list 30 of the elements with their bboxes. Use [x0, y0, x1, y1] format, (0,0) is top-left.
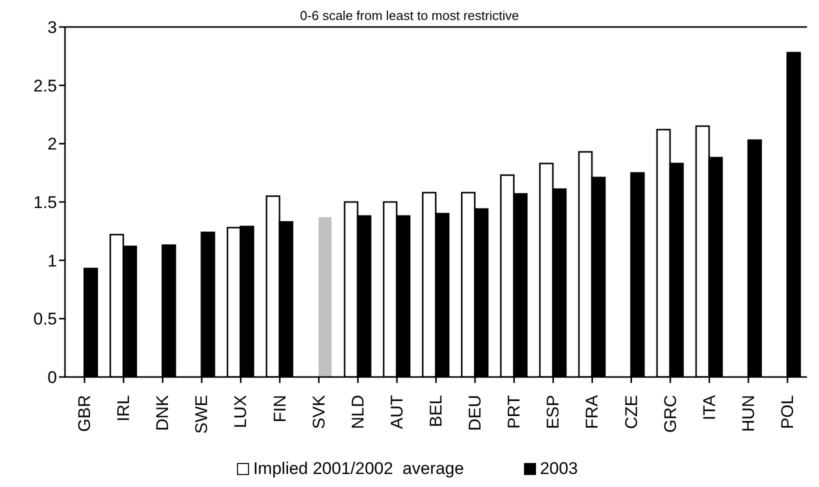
legend-label: 2003	[538, 459, 578, 479]
y-tick-label: 3	[48, 18, 57, 38]
y-tick-label: 1.5	[33, 193, 57, 212]
x-tick-label: SWE	[192, 395, 212, 434]
x-tick-label: HUN	[738, 395, 758, 432]
y-tick-label: 0	[48, 368, 57, 388]
y-tick-label: 0.5	[33, 310, 57, 329]
x-tick-label: BEL	[426, 395, 446, 428]
x-tick-label: ITA	[700, 394, 719, 420]
x-tick-label: NLD	[348, 395, 368, 430]
x-tick-label: PRT	[504, 395, 524, 429]
x-tick-label: GRC	[660, 395, 680, 433]
x-tick-label: FRA	[582, 394, 602, 429]
x-tick-label: IRL	[114, 395, 134, 422]
x-tick-label: POL	[778, 395, 797, 430]
x-tick-label: SVK	[309, 394, 328, 430]
x-tick-label: DNK	[153, 394, 172, 431]
y-tick-label: 1	[48, 251, 57, 270]
x-tick-label: GBR	[75, 395, 94, 432]
x-tick-label: ESP	[544, 395, 563, 430]
x-tick-label: FIN	[270, 395, 290, 422]
y-tick-label: 2	[48, 134, 57, 154]
x-tick-label: AUT	[387, 395, 406, 429]
x-tick-label: DEU	[466, 395, 485, 431]
y-tick-label: 2.5	[33, 76, 57, 96]
chart-title: 0-6 scale from least to most restrictive	[300, 8, 519, 23]
bar	[318, 217, 332, 377]
x-tick-label: LUX	[231, 395, 250, 428]
legend-label: Implied 2001/2002 average	[252, 459, 464, 479]
x-tick-label: CZE	[622, 395, 641, 429]
